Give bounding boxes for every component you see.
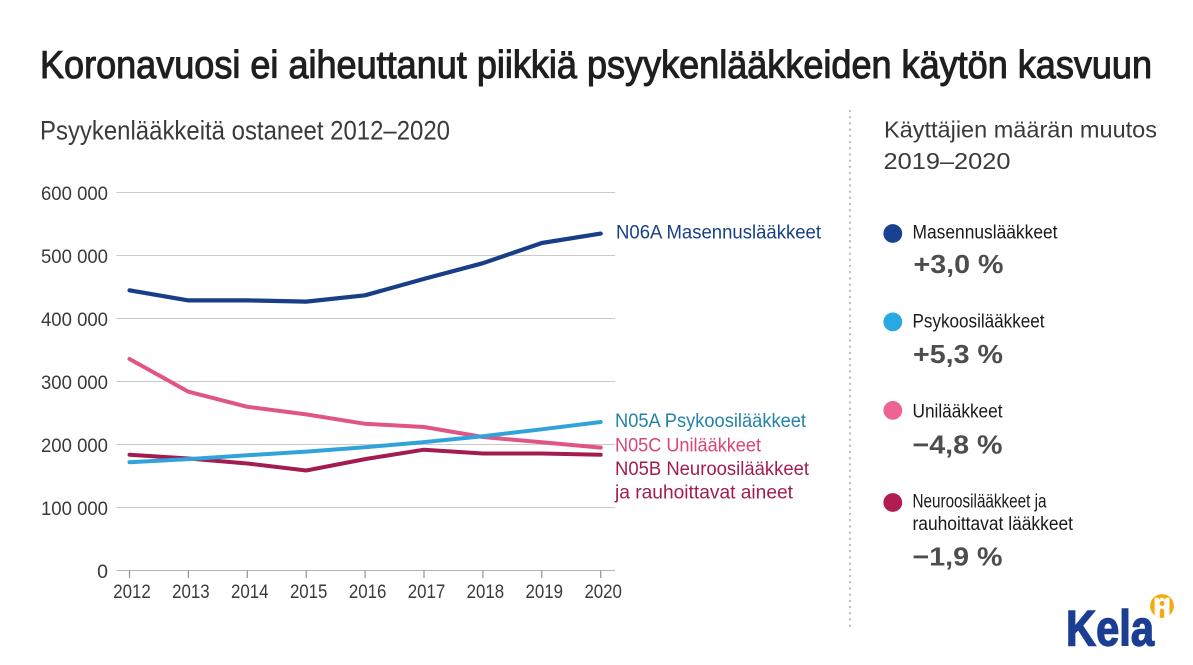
svg-text:2014: 2014 xyxy=(231,581,269,603)
svg-text:N06A Masennuslääkkeet: N06A Masennuslääkkeet xyxy=(616,222,822,244)
svg-text:2019–2020: 2019–2020 xyxy=(884,148,1011,174)
svg-text:2013: 2013 xyxy=(172,581,210,603)
svg-text:−4,8 %: −4,8 % xyxy=(913,429,1003,459)
svg-text:200 000: 200 000 xyxy=(41,435,108,457)
svg-text:2017: 2017 xyxy=(408,581,446,603)
svg-text:N05C Unilääkkeet: N05C Unilääkkeet xyxy=(615,435,762,457)
svg-text:Käyttäjien määrän muutos: Käyttäjien määrän muutos xyxy=(884,117,1157,143)
svg-text:−1,9 %: −1,9 % xyxy=(913,541,1003,571)
svg-text:Unilääkkeet: Unilääkkeet xyxy=(913,401,1004,422)
svg-text:+5,3 %: +5,3 % xyxy=(913,339,1003,369)
svg-text:100 000: 100 000 xyxy=(41,498,108,520)
svg-text:300 000: 300 000 xyxy=(41,372,108,394)
svg-text:2018: 2018 xyxy=(467,581,505,603)
svg-text:+3,0 %: +3,0 % xyxy=(914,249,1004,279)
svg-text:Koronavuosi ei aiheuttanut pii: Koronavuosi ei aiheuttanut piikkiä psyyk… xyxy=(40,44,1152,87)
svg-text:2020: 2020 xyxy=(584,581,622,603)
svg-text:500 000: 500 000 xyxy=(41,246,108,268)
svg-text:N05A Psykoosilääkkeet: N05A Psykoosilääkkeet xyxy=(615,410,807,432)
svg-text:Psykoosilääkkeet: Psykoosilääkkeet xyxy=(913,312,1046,333)
svg-text:2015: 2015 xyxy=(290,581,328,603)
svg-text:600 000: 600 000 xyxy=(41,183,108,205)
svg-text:ja rauhoittavat aineet: ja rauhoittavat aineet xyxy=(614,482,794,504)
svg-text:2016: 2016 xyxy=(349,581,387,603)
svg-text:Masennuslääkkeet: Masennuslääkkeet xyxy=(913,223,1059,244)
svg-text:rauhoittavat lääkkeet: rauhoittavat lääkkeet xyxy=(913,514,1074,535)
svg-text:2019: 2019 xyxy=(526,581,564,603)
svg-text:2012: 2012 xyxy=(113,581,151,603)
svg-text:Neuroosilääkkeet ja: Neuroosilääkkeet ja xyxy=(913,492,1047,513)
svg-text:N05B Neuroosilääkkeet: N05B Neuroosilääkkeet xyxy=(615,458,810,480)
svg-text:400 000: 400 000 xyxy=(41,309,108,331)
svg-text:Psyykenlääkkeitä ostaneet 2012: Psyykenlääkkeitä ostaneet 2012–2020 xyxy=(40,116,450,146)
svg-text:Kela: Kela xyxy=(1066,601,1155,657)
svg-text:0: 0 xyxy=(97,561,108,583)
